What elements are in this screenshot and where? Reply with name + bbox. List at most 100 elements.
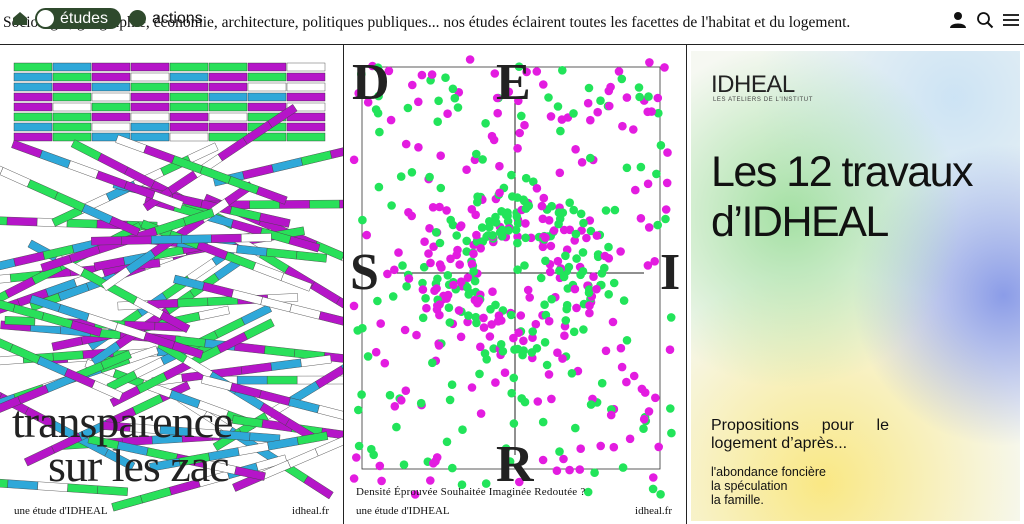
poster-dot <box>493 108 502 118</box>
poster-dot <box>565 198 574 207</box>
poster-dot <box>482 355 491 364</box>
poster-strip <box>208 102 248 112</box>
poster-dot <box>407 168 417 177</box>
poster-dot <box>584 288 594 298</box>
poster-dot <box>516 311 526 320</box>
poster-dot <box>357 390 366 399</box>
poster-dot <box>418 278 427 288</box>
poster-dot <box>609 278 619 288</box>
poster-strip <box>91 62 131 72</box>
poster-dot <box>414 97 423 107</box>
study-card-12-travaux[interactable]: IDHEAL LES ATELIERS DE L'INSTITUT Les 12… <box>687 45 1024 524</box>
poster-dot <box>593 250 603 259</box>
poster-dot <box>456 332 466 342</box>
poster-dot <box>425 172 434 182</box>
poster-dot <box>576 209 586 219</box>
tab-etudes[interactable]: études <box>35 8 121 29</box>
poster-dot <box>386 115 396 125</box>
poster-dot <box>662 178 672 188</box>
poster-dot <box>576 270 585 280</box>
poster-strip <box>52 82 92 92</box>
poster-dot <box>600 251 610 261</box>
poster-dot <box>419 262 429 272</box>
poster-dot <box>463 283 472 292</box>
poster-dot <box>560 331 569 341</box>
home-icon[interactable] <box>12 10 28 26</box>
tab-actions[interactable]: actions <box>127 8 211 29</box>
study-card-zac[interactable]: transparence sur les zac une étude d'IDH… <box>0 45 344 524</box>
poster-dot <box>525 293 534 302</box>
poster-dot <box>349 301 359 311</box>
poster-strip <box>52 72 92 82</box>
poster-dot <box>501 210 511 220</box>
poster-12-travaux: IDHEAL LES ATELIERS DE L'INSTITUT Les 12… <box>691 51 1020 521</box>
poster-dot <box>517 111 526 121</box>
poster-desir-footer-left: une étude d'IDHEAL <box>356 505 450 517</box>
search-icon[interactable] <box>974 9 996 31</box>
poster-dot <box>656 141 666 150</box>
poster-dot <box>424 249 433 258</box>
poster-strip <box>0 331 123 401</box>
poster-dot <box>455 260 464 269</box>
poster-dot <box>619 296 629 305</box>
poster-dot <box>527 348 537 357</box>
poster-dot <box>660 63 669 72</box>
user-icon[interactable] <box>947 9 969 31</box>
poster-dot <box>352 453 361 462</box>
poster-dot <box>470 295 480 305</box>
poster-dot <box>463 317 472 327</box>
poster-dot <box>449 280 458 290</box>
poster-dot <box>639 414 649 424</box>
poster-dot <box>434 96 443 106</box>
poster-strip <box>99 421 281 444</box>
poster-strip <box>286 62 326 72</box>
poster-strip <box>29 294 204 359</box>
poster-dot <box>462 165 471 174</box>
poster-dot <box>663 148 672 157</box>
poster-strip <box>13 132 53 142</box>
poster-strip <box>13 82 53 92</box>
poster-zac-footer-left: une étude d'IDHEAL <box>14 505 108 517</box>
poster-dot <box>435 300 444 309</box>
study-card-desir[interactable]: D E S I R Densité Éprouvée Souhaitée Ima… <box>344 45 687 524</box>
poster-dot <box>546 241 556 251</box>
poster-dot <box>618 121 627 131</box>
poster-dot <box>562 304 571 314</box>
poster-dot <box>507 388 516 398</box>
poster-dot <box>470 276 480 286</box>
poster-strip <box>208 92 248 102</box>
poster-dot <box>495 188 504 198</box>
poster-dot <box>540 338 550 347</box>
list-item: la spéculation <box>711 479 788 493</box>
poster-dot <box>473 192 482 201</box>
poster-12-travaux-title: Les 12 travaux d’IDHEAL <box>711 147 1011 247</box>
menu-icon[interactable] <box>1000 9 1022 31</box>
poster-strip <box>149 431 329 472</box>
poster-strip <box>232 424 343 492</box>
poster-dot <box>554 219 563 229</box>
poster-strip <box>208 82 248 92</box>
poster-dot <box>539 80 548 89</box>
poster-strip <box>169 92 209 102</box>
poster-strip <box>130 82 170 92</box>
poster-dot <box>614 67 624 76</box>
toggle-knob <box>129 10 146 27</box>
poster-strip <box>91 92 131 102</box>
poster-dot <box>546 112 556 121</box>
poster-dot <box>390 265 399 275</box>
poster-dot <box>487 131 497 141</box>
poster-dot <box>653 220 662 230</box>
poster-dot <box>491 378 500 387</box>
poster-dot <box>349 155 359 165</box>
poster-dot <box>520 261 529 270</box>
poster-dot <box>513 238 522 248</box>
poster-zac-footer-right: idheal.fr <box>292 505 329 517</box>
poster-strip <box>130 132 170 142</box>
poster-dot <box>571 145 580 154</box>
poster-dot <box>442 437 452 447</box>
poster-dot <box>650 257 659 266</box>
poster-dot <box>491 212 500 222</box>
poster-strip <box>91 122 131 132</box>
poster-dot <box>559 272 569 282</box>
tab-etudes-label: études <box>60 9 109 27</box>
